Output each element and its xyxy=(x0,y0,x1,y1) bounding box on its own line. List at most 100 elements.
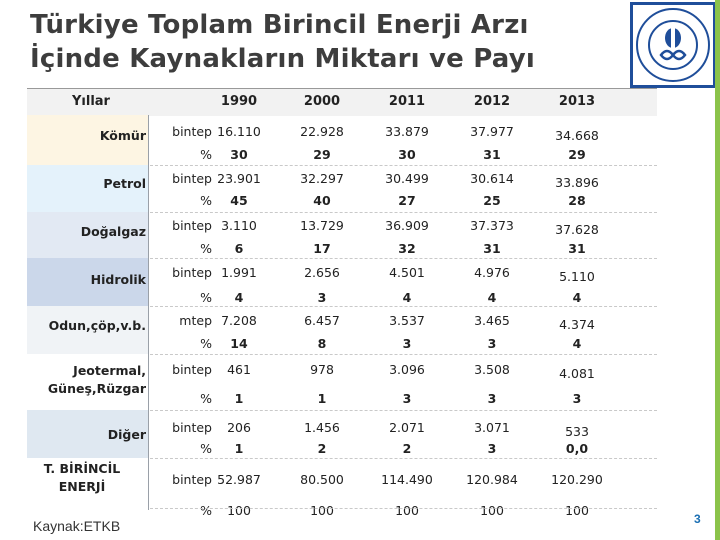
value-cell: 3.110 xyxy=(221,218,257,233)
table-header xyxy=(27,88,657,116)
year-header-2011: 2011 xyxy=(388,94,426,109)
value-cell: 3.096 xyxy=(389,362,425,377)
value-cell: 30.499 xyxy=(385,171,429,186)
row-band-0 xyxy=(27,115,149,165)
row-label-2: Doğalgaz xyxy=(80,224,146,239)
value-cell: 37.628 xyxy=(555,222,599,237)
percent-cell: 100 xyxy=(310,503,334,518)
unit-label-0-a: bintep xyxy=(172,124,212,139)
row-label-6: Diğer xyxy=(107,427,146,442)
unit-label-3-b: % xyxy=(200,290,212,305)
value-cell: 5.110 xyxy=(559,269,595,284)
row-band-1 xyxy=(27,165,149,212)
year-header-2000: 2000 xyxy=(303,94,341,109)
percent-cell: 3 xyxy=(487,336,497,351)
percent-cell: 100 xyxy=(395,503,419,518)
logo-emblem-icon xyxy=(636,8,710,82)
percent-cell: 32 xyxy=(398,241,416,256)
value-cell: 3.537 xyxy=(389,313,425,328)
row-separator xyxy=(150,410,657,411)
percent-cell: 31 xyxy=(483,241,501,256)
row-label-0: Kömür xyxy=(99,128,146,143)
value-cell: 13.729 xyxy=(300,218,344,233)
unit-label-6-a: bintep xyxy=(172,420,212,435)
percent-cell: 1 xyxy=(317,391,327,406)
value-cell: 4.976 xyxy=(474,265,510,280)
percent-cell: 3 xyxy=(402,391,412,406)
value-cell: 37.977 xyxy=(470,124,514,139)
percent-cell: 25 xyxy=(483,193,501,208)
title-line-2: İçinde Kaynakların Miktarı ve Payı xyxy=(30,44,535,74)
value-cell: 16.110 xyxy=(217,124,261,139)
value-cell: 3.508 xyxy=(474,362,510,377)
header-years-label: Yıllar xyxy=(72,94,110,109)
percent-cell: 100 xyxy=(565,503,589,518)
value-cell: 23.901 xyxy=(217,171,261,186)
row-band-5 xyxy=(27,354,149,410)
value-cell: 33.879 xyxy=(385,124,429,139)
unit-label-2-a: bintep xyxy=(172,218,212,233)
percent-cell: 1 xyxy=(234,391,244,406)
percent-cell: 3 xyxy=(572,391,582,406)
percent-cell: 31 xyxy=(568,241,586,256)
value-cell: 36.909 xyxy=(385,218,429,233)
percent-cell: 28 xyxy=(568,193,586,208)
percent-cell: 4 xyxy=(572,336,582,351)
unit-label-1-a: bintep xyxy=(172,171,212,186)
row-label-3: Hidrolik xyxy=(90,272,146,287)
percent-cell: 2 xyxy=(317,441,327,456)
percent-cell: 100 xyxy=(227,503,251,518)
value-cell: 3.071 xyxy=(474,420,510,435)
row-label-5: Jeotermal, Güneş,Rüzgar xyxy=(47,363,146,396)
value-cell: 22.928 xyxy=(300,124,344,139)
value-cell: 533 xyxy=(565,424,589,439)
percent-cell: 2 xyxy=(402,441,412,456)
value-cell: 2.071 xyxy=(389,420,425,435)
row-separator xyxy=(150,212,657,213)
row-band-3 xyxy=(27,258,149,306)
year-header-1990: 1990 xyxy=(220,94,258,109)
title-line-1: Türkiye Toplam Birincil Enerji Arzı xyxy=(30,10,529,40)
percent-cell: 4 xyxy=(487,290,497,305)
percent-cell: 6 xyxy=(234,241,244,256)
value-cell: 120.984 xyxy=(466,472,518,487)
percent-cell: 29 xyxy=(313,147,331,162)
unit-label-7-b: % xyxy=(200,503,212,518)
percent-cell: 30 xyxy=(398,147,416,162)
unit-label-4-a: mtep xyxy=(179,313,212,328)
value-cell: 3.465 xyxy=(474,313,510,328)
unit-label-6-b: % xyxy=(200,441,212,456)
row-separator xyxy=(150,354,657,355)
row-label-4: Odun,çöp,v.b. xyxy=(48,318,146,333)
percent-cell: 3 xyxy=(402,336,412,351)
value-cell: 4.081 xyxy=(559,366,595,381)
value-cell: 114.490 xyxy=(381,472,433,487)
unit-label-3-a: bintep xyxy=(172,265,212,280)
value-cell: 4.501 xyxy=(389,265,425,280)
percent-cell: 1 xyxy=(234,441,244,456)
percent-cell: 100 xyxy=(480,503,504,518)
row-band-2 xyxy=(27,212,149,258)
percent-cell: 8 xyxy=(317,336,327,351)
row-separator xyxy=(150,508,657,509)
percent-cell: 40 xyxy=(313,193,331,208)
percent-cell: 45 xyxy=(230,193,248,208)
value-cell: 33.896 xyxy=(555,175,599,190)
unit-label-1-b: % xyxy=(200,193,212,208)
row-label-7: T. BİRİNCİL ENERJİ xyxy=(43,461,121,494)
unit-label-5-b: % xyxy=(200,391,212,406)
unit-label-0-b: % xyxy=(200,147,212,162)
value-cell: 30.614 xyxy=(470,171,514,186)
value-cell: 37.373 xyxy=(470,218,514,233)
year-header-2012: 2012 xyxy=(473,94,511,109)
value-cell: 206 xyxy=(227,420,251,435)
accent-bar xyxy=(715,0,720,540)
percent-cell: 3 xyxy=(487,391,497,406)
unit-label-7-a: bintep xyxy=(172,472,212,487)
percent-cell: 14 xyxy=(230,336,248,351)
value-cell: 1.456 xyxy=(304,420,340,435)
slide-title: Türkiye Toplam Birincil Enerji Arzı İçin… xyxy=(30,8,590,76)
row-separator xyxy=(150,258,657,259)
row-band-6 xyxy=(27,410,149,458)
page-number: 3 xyxy=(694,512,701,526)
